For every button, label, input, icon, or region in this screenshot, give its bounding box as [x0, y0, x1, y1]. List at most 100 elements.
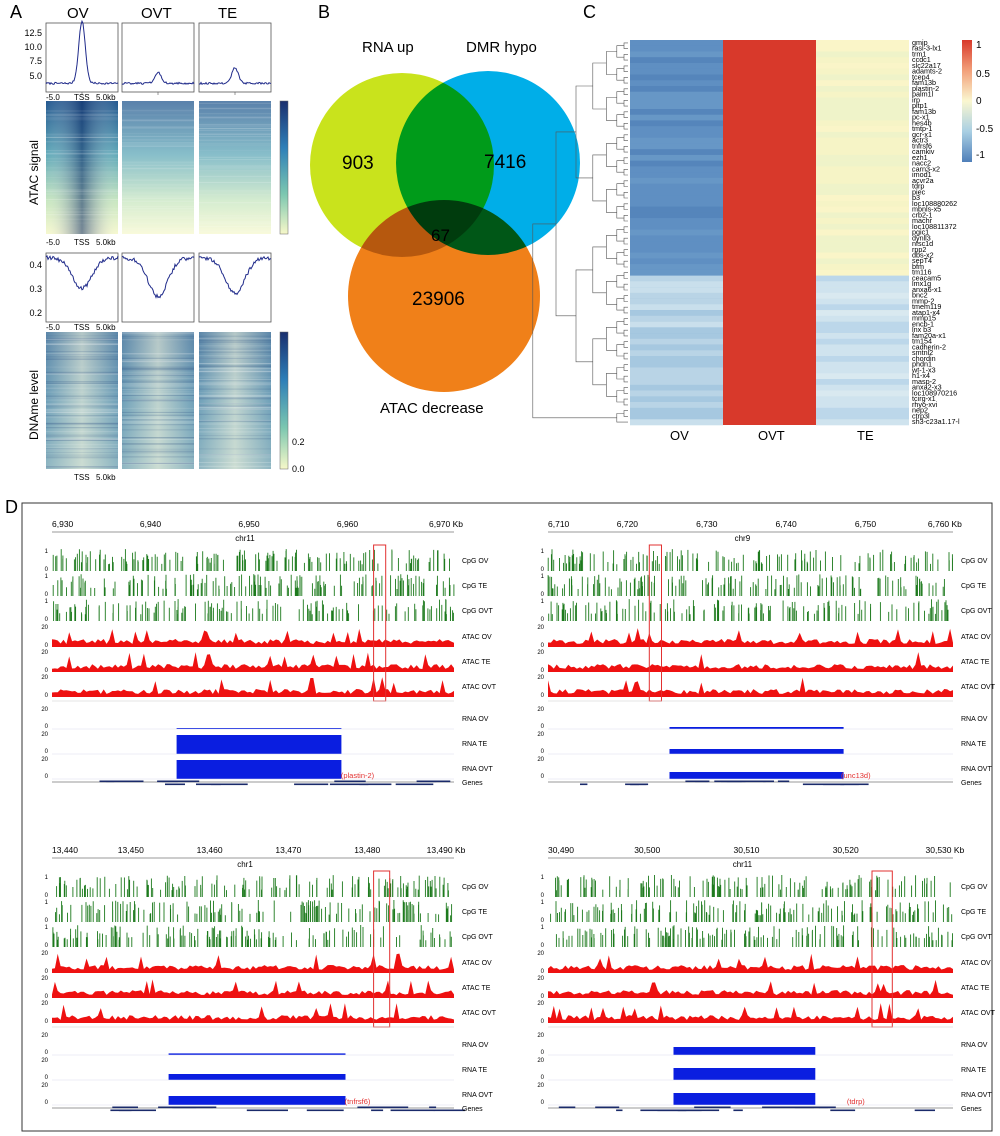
svg-text:1: 1 — [541, 574, 545, 580]
svg-text:1: 1 — [541, 549, 545, 555]
atac-track-area — [548, 628, 953, 647]
svg-text:20: 20 — [537, 707, 544, 713]
gene-label: mmp-2 — [912, 297, 934, 306]
atac-heatmap-ylabel: ATAC signal — [27, 140, 41, 205]
gene-label: fam20a-x1 — [912, 331, 946, 340]
gene-label: rhyo-xvi — [912, 400, 938, 409]
heatmap-column-ovt — [723, 40, 816, 425]
locus-unc13d: 6,710 6,720 6,730 6,740 6,750 6,760 Kbchr910C… — [537, 519, 995, 787]
gene-label: dbs-x2 — [912, 251, 934, 260]
dname-profile-xtick-end: 5.0kb — [96, 323, 116, 332]
dname-colorbar-tick-0-2: 0.2 — [292, 437, 305, 447]
dname-heatmap-xtick-tss: TSS — [74, 473, 90, 482]
gene-label: fam13b — [912, 107, 936, 116]
svg-text:0: 0 — [45, 724, 49, 730]
atac-track-area — [52, 652, 454, 672]
svg-text:20: 20 — [537, 1033, 544, 1039]
track-label: RNA OV — [961, 1042, 988, 1049]
atac-track-area — [548, 953, 953, 973]
cpg-track-bars — [55, 900, 453, 922]
locus-tdrp: 30,490 30,500 30,510 30,520 30,530 Kbchr1110… — [537, 845, 995, 1113]
track-label: ATAC TE — [462, 985, 491, 992]
svg-text:20: 20 — [537, 1001, 544, 1007]
gene-label: gmip — [912, 38, 928, 47]
gene-label: carn3-x2 — [912, 164, 940, 173]
svg-text:1: 1 — [45, 599, 49, 605]
coord-tick: 6,730 — [696, 519, 718, 529]
atac-heatmap-te — [199, 101, 271, 234]
svg-text:0: 0 — [45, 893, 49, 899]
svg-text:20: 20 — [537, 625, 544, 631]
rna-track-bar — [168, 1096, 346, 1105]
dname-colorbar-tick-0-0: 0.0 — [292, 464, 305, 474]
atac-track-area — [52, 979, 454, 998]
svg-text:20: 20 — [537, 650, 544, 656]
svg-text:0: 0 — [45, 567, 49, 573]
atac-profile-xtick-end: 5.0kb — [96, 93, 116, 102]
atac-track-area — [52, 953, 454, 973]
gene-label: plastin-2 — [912, 84, 939, 93]
track-label: RNA OVT — [462, 1092, 493, 1099]
svg-text:20: 20 — [41, 707, 48, 713]
svg-text:1: 1 — [45, 925, 49, 931]
atac-heatmap-xtick-start: -5.0 — [46, 238, 60, 247]
gene-label: bnc2 — [912, 291, 928, 300]
svg-text:1: 1 — [45, 900, 49, 906]
gene-label: lmx1g — [912, 279, 931, 288]
gene-label: gcr-x1 — [912, 130, 932, 139]
svg-text:20: 20 — [537, 976, 544, 982]
venn-title-atac-decrease: ATAC decrease — [380, 400, 484, 417]
coord-tick: 30,500 — [634, 845, 660, 855]
locus-tnfrsf6: 13,440 13,450 13,460 13,470 13,480 13,490 Kb c… — [41, 845, 496, 1113]
gene-label: smtnl2 — [912, 348, 933, 357]
svg-text:1: 1 — [541, 925, 545, 931]
chromosome-label: chr11 — [235, 534, 255, 543]
gene-label: mbnls-x5 — [912, 205, 941, 214]
gene-label: loc108970216 — [912, 388, 957, 397]
coord-tick: 13,450 — [118, 845, 144, 855]
venn-title-rna-up: RNA up — [362, 39, 414, 56]
gene-label: rasl-3-lx1 — [912, 44, 942, 53]
track-label: ATAC TE — [961, 659, 990, 666]
rna-track-bar — [168, 1053, 346, 1055]
svg-text:20: 20 — [537, 675, 544, 681]
gene-label: machr — [912, 216, 933, 225]
track-label: CpG OV — [462, 884, 489, 891]
svg-text:1: 1 — [45, 875, 49, 881]
track-label: ATAC OV — [961, 634, 991, 641]
heatmap-col-label-te: TE — [857, 428, 874, 443]
coord-tick: 6,970 Kb — [429, 519, 463, 529]
gene-name-label: (tdrp) — [847, 1097, 865, 1106]
track-label: Genes — [462, 780, 483, 787]
svg-text:0: 0 — [541, 774, 545, 780]
panel-label-a: A — [10, 2, 22, 22]
dname-profile-ytick-0-4: 0.4 — [29, 260, 42, 270]
coord-tick: 6,720 — [617, 519, 639, 529]
svg-text:20: 20 — [41, 650, 48, 656]
gene-label: wt-1-x3 — [911, 365, 936, 374]
gene-label: sepT4 — [912, 256, 932, 265]
atac-track-area — [548, 1003, 953, 1023]
gene-label: ceacam5 — [912, 274, 941, 283]
svg-text:0: 0 — [45, 668, 49, 674]
svg-text:0: 0 — [45, 1100, 49, 1106]
svg-text:0: 0 — [45, 617, 49, 623]
panel-b-venn: RNA up DMR hypo ATAC decrease 903 7416 2… — [310, 39, 580, 417]
col-label-ov: OV — [67, 5, 89, 22]
col-label-ovt: OVT — [141, 5, 172, 22]
atac-heatmap-xtick-tss: TSS — [74, 238, 90, 247]
svg-text:0: 0 — [45, 918, 49, 924]
cpg-track-bars — [547, 574, 945, 596]
svg-text:20: 20 — [537, 757, 544, 763]
gene-name-label: (unc13d) — [841, 771, 871, 780]
svg-text:20: 20 — [41, 976, 48, 982]
gene-label: encb-1 — [912, 320, 934, 329]
panel-c-heatmap: gmiprasl-3-lx1trm1ccdc1slc22a17adamts-2t… — [532, 38, 994, 443]
track-label: CpG OVT — [462, 934, 493, 941]
track-label: CpG OV — [961, 558, 988, 565]
gene-label: nfsc1d — [912, 239, 933, 248]
cpg-track-bars — [555, 925, 953, 947]
atac-colorbar — [279, 100, 289, 235]
atac-profile-ytick-7-5: 7.5 — [29, 56, 42, 66]
